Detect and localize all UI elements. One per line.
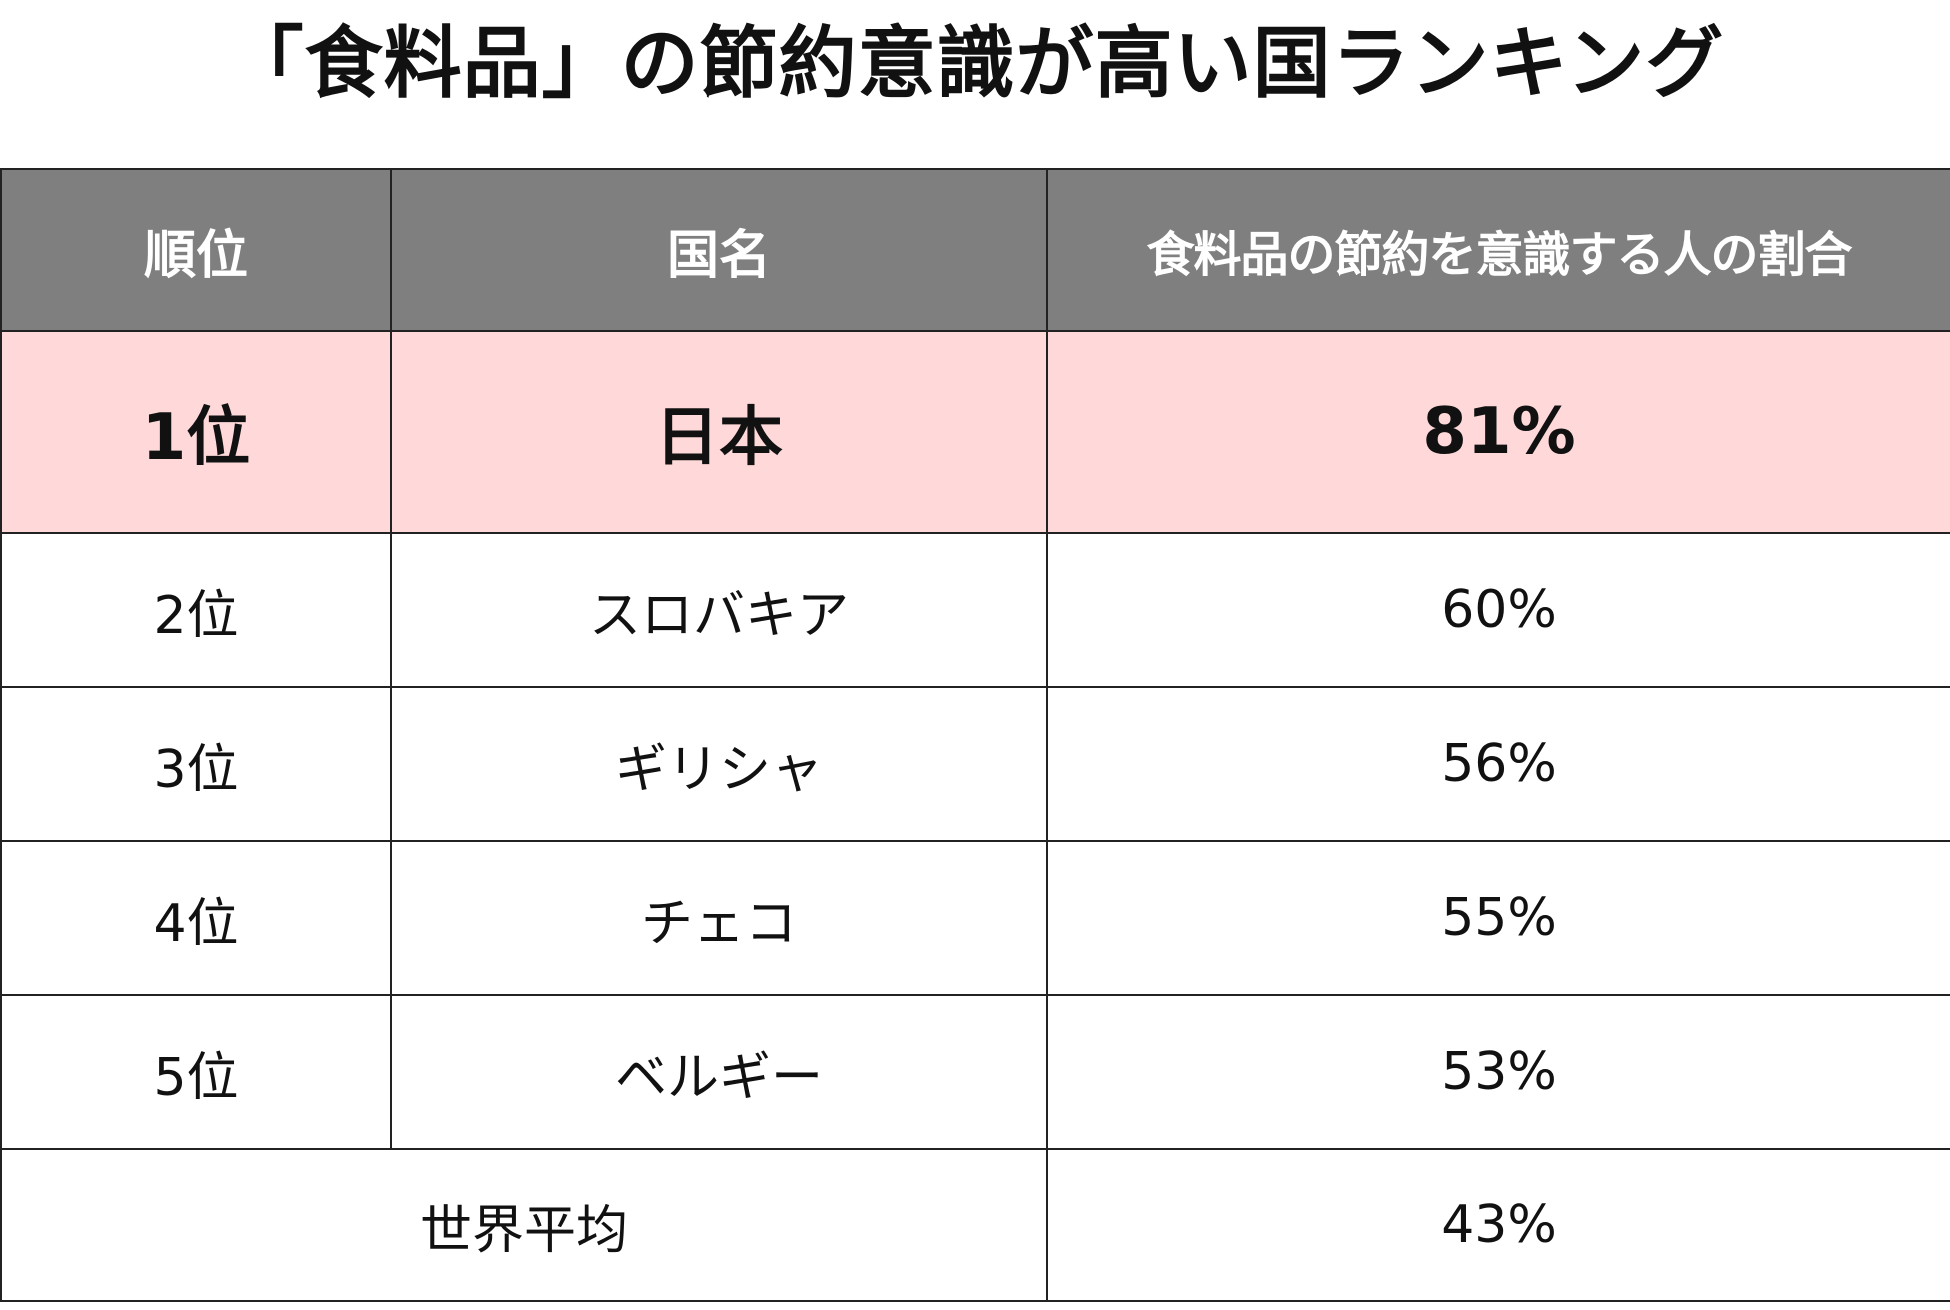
country-cell: 日本 <box>390 330 1048 534</box>
country-cell: チェコ <box>390 840 1048 996</box>
header-rank: 順位 <box>0 168 392 332</box>
value-cell: 55% <box>1046 840 1950 996</box>
rank-cell: 5位 <box>0 994 392 1150</box>
average-value-cell: 43% <box>1046 1148 1950 1302</box>
value-cell: 81% <box>1046 330 1950 534</box>
page-title: 「食料品」の節約意識が高い国ランキング <box>225 19 1725 109</box>
header-ratio: 食料品の節約を意識する人の割合 <box>1046 168 1950 332</box>
rank-cell: 4位 <box>0 840 392 996</box>
value-cell: 56% <box>1046 686 1950 842</box>
table-row-rank-2: 2位 スロバキア 60% <box>0 532 1950 688</box>
table-header-row: 順位 国名 食料品の節約を意識する人の割合 <box>0 168 1950 332</box>
rank-cell: 3位 <box>0 686 392 842</box>
table-row-world-average: 世界平均 43% <box>0 1148 1950 1302</box>
value-cell: 53% <box>1046 994 1950 1150</box>
header-country: 国名 <box>390 168 1048 332</box>
table-row-rank-5: 5位 ベルギー 53% <box>0 994 1950 1150</box>
rank-cell: 2位 <box>0 532 392 688</box>
table-row-rank-4: 4位 チェコ 55% <box>0 840 1950 996</box>
table-row-rank-1: 1位 日本 81% <box>0 330 1950 534</box>
average-label-cell: 世界平均 <box>0 1148 1048 1302</box>
value-cell: 60% <box>1046 532 1950 688</box>
ranking-table: 順位 国名 食料品の節約を意識する人の割合 1位 日本 81% 2位 スロバキア… <box>0 168 1950 1302</box>
country-cell: ギリシャ <box>390 686 1048 842</box>
country-cell: スロバキア <box>390 532 1048 688</box>
country-cell: ベルギー <box>390 994 1048 1150</box>
rank-cell: 1位 <box>0 330 392 534</box>
table-row-rank-3: 3位 ギリシャ 56% <box>0 686 1950 842</box>
